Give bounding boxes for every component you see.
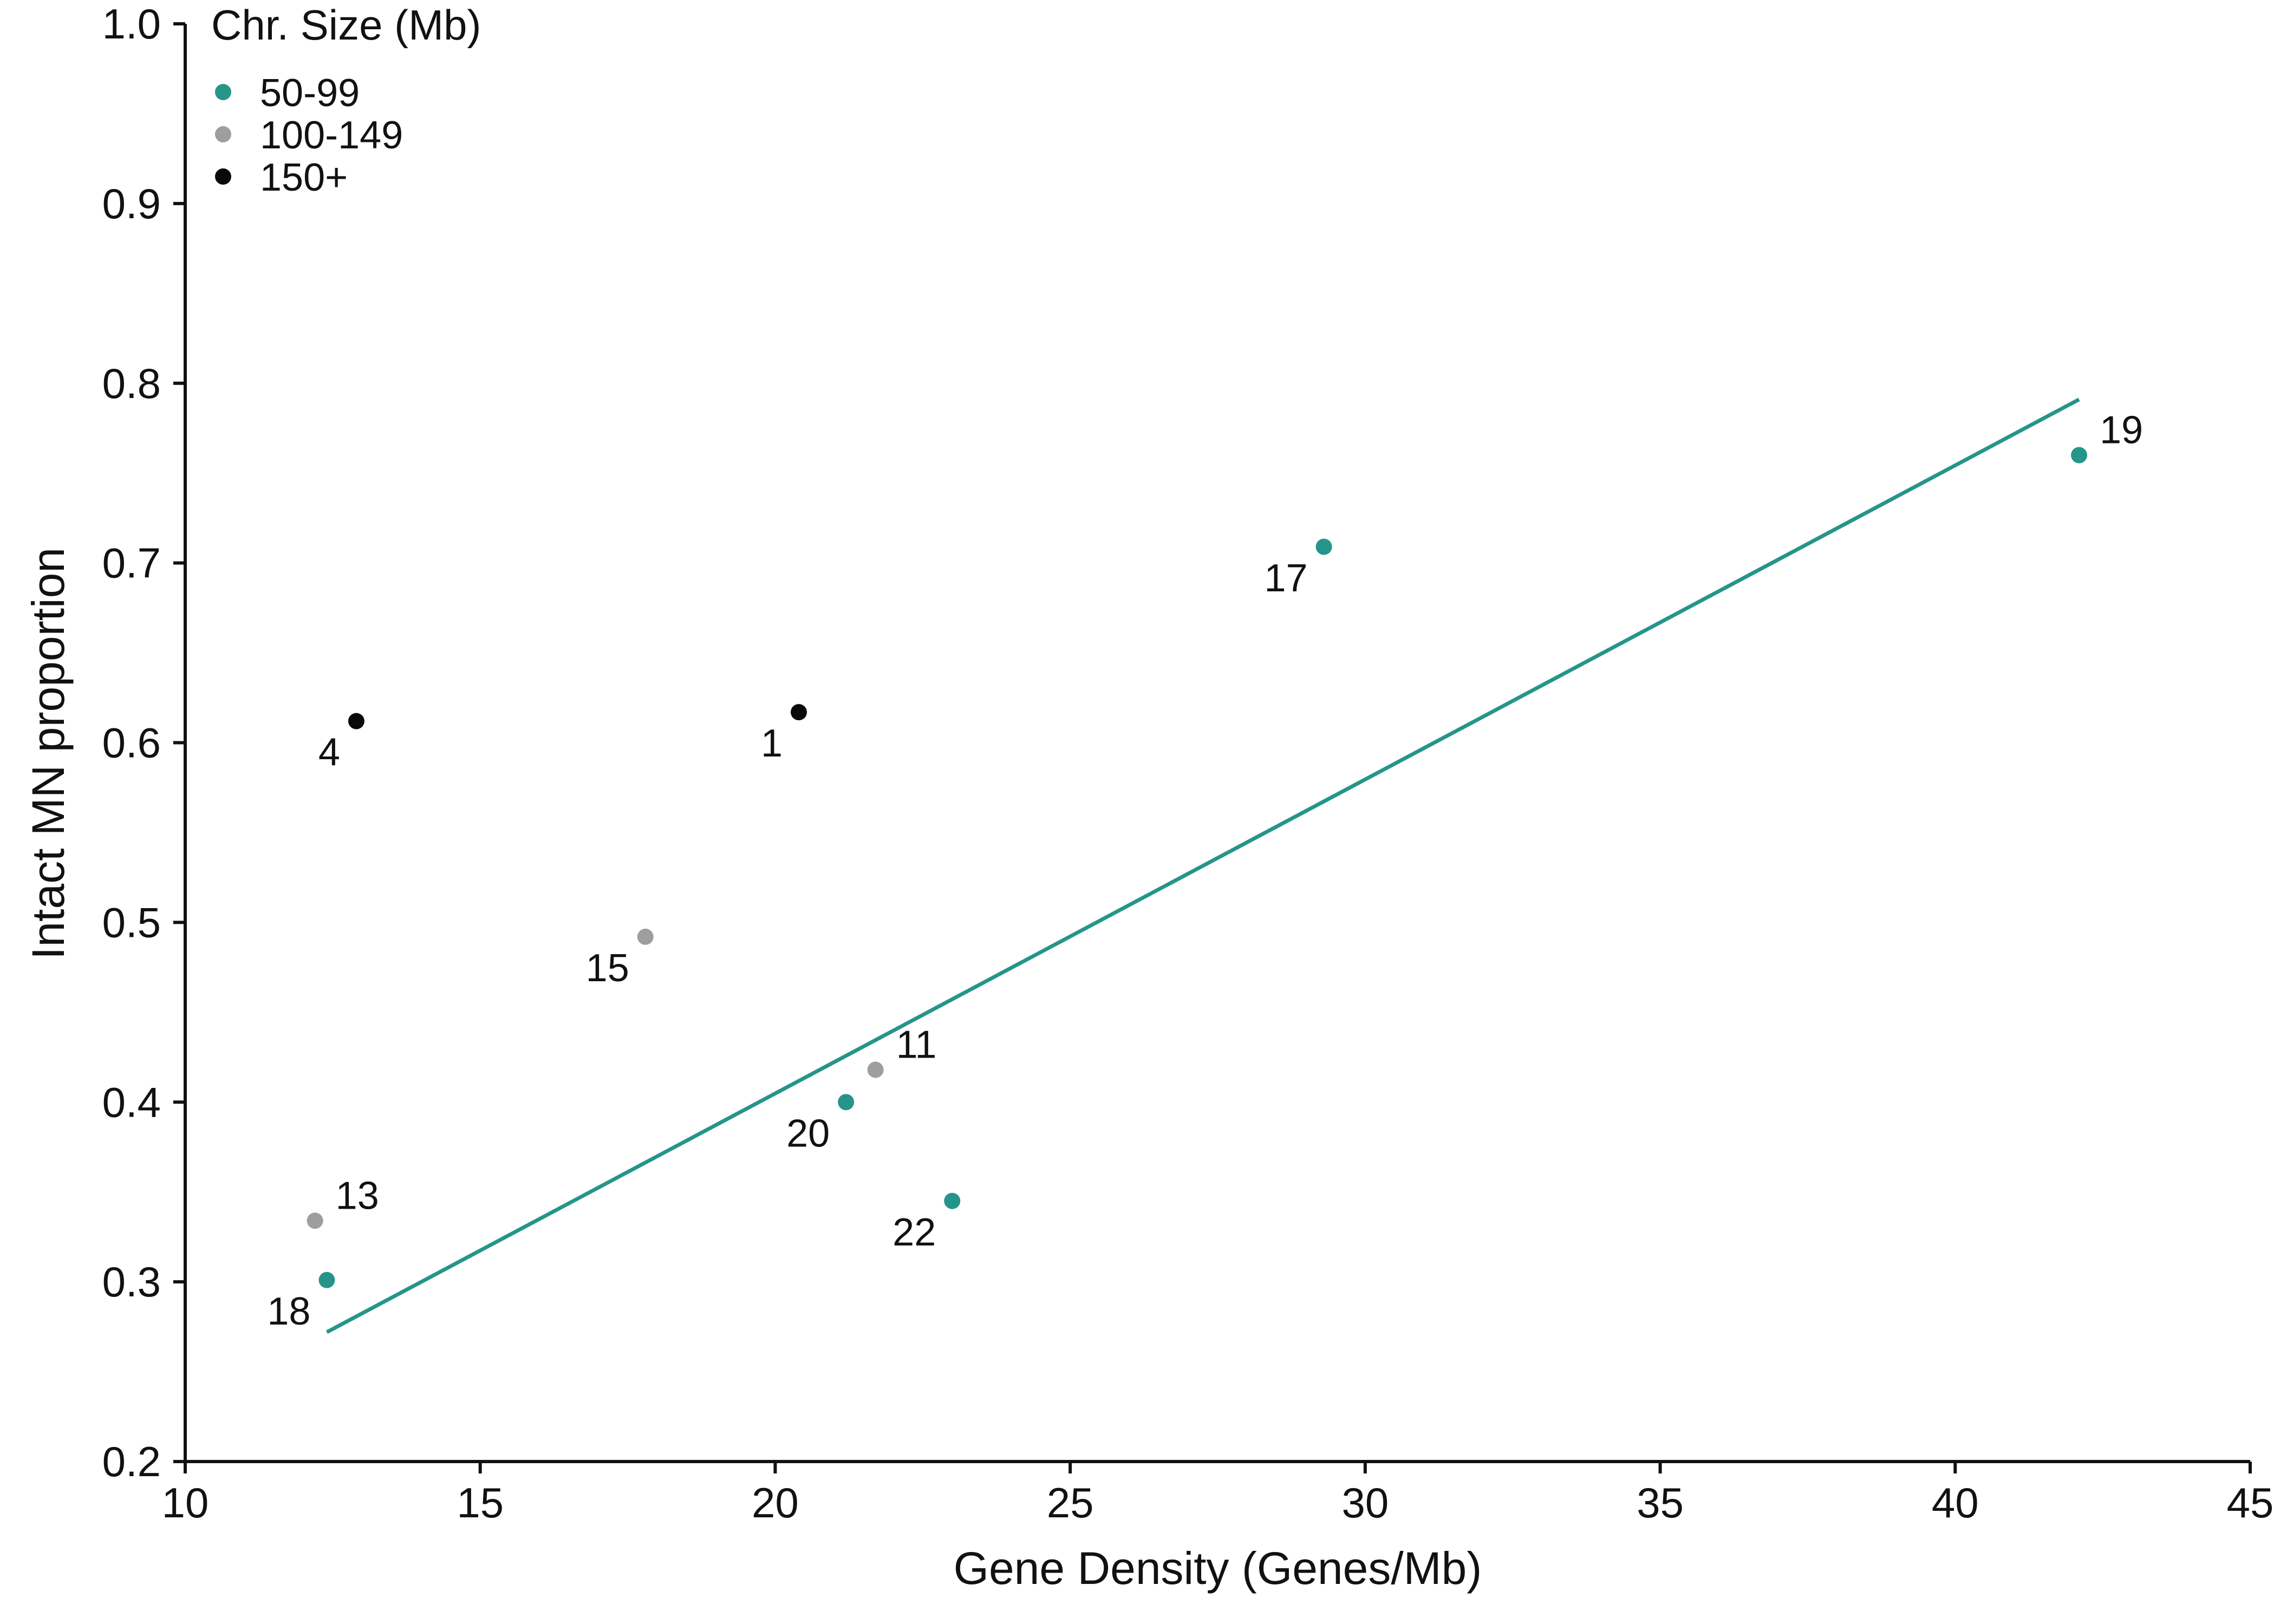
point-label: 20 xyxy=(786,1112,830,1155)
data-point xyxy=(348,713,364,729)
data-point xyxy=(867,1061,884,1078)
y-tick-label: 0.3 xyxy=(102,1258,161,1306)
legend-label: 150+ xyxy=(260,156,348,199)
data-point xyxy=(791,704,807,721)
x-axis-ticks: 10 15 20 25 30 35 40 45 xyxy=(162,1462,2274,1527)
x-tick-label: 20 xyxy=(752,1479,799,1527)
data-point xyxy=(838,1094,855,1111)
point-label: 1 xyxy=(761,722,783,765)
data-point xyxy=(2071,447,2088,464)
point-label: 15 xyxy=(586,947,629,990)
x-tick-label: 35 xyxy=(1637,1479,1684,1527)
x-axis-title: Gene Density (Genes/Mb) xyxy=(954,1543,1482,1594)
data-point xyxy=(307,1212,323,1229)
data-points: 1 4 11 13 15 17 18 19 20 22 xyxy=(267,409,2143,1333)
y-tick-label: 1.0 xyxy=(102,0,161,48)
y-tick-label: 0.7 xyxy=(102,539,161,587)
point-label: 18 xyxy=(267,1290,310,1333)
x-tick-label: 40 xyxy=(1932,1479,1979,1527)
legend-marker xyxy=(215,168,231,185)
y-tick-label: 0.4 xyxy=(102,1078,161,1126)
data-point xyxy=(637,928,654,945)
y-axis-title: Intact MN proportion xyxy=(23,547,74,960)
x-tick-label: 30 xyxy=(1341,1479,1389,1527)
point-label: 17 xyxy=(1265,557,1308,600)
point-label: 19 xyxy=(2100,409,2143,452)
trend-line-group xyxy=(325,397,2080,1334)
data-point xyxy=(318,1271,335,1288)
legend-label: 100-149 xyxy=(260,114,403,157)
data-point xyxy=(1315,538,1332,555)
point-label: 11 xyxy=(896,1023,937,1067)
y-tick-label: 0.2 xyxy=(102,1438,161,1485)
x-tick-label: 25 xyxy=(1047,1479,1094,1527)
point-label: 4 xyxy=(318,731,340,774)
y-tick-label: 0.5 xyxy=(102,898,161,946)
point-label: 22 xyxy=(892,1211,936,1254)
x-tick-label: 45 xyxy=(2227,1479,2274,1527)
y-tick-label: 0.8 xyxy=(102,360,161,407)
legend-marker xyxy=(215,126,231,142)
data-point xyxy=(944,1192,961,1209)
y-axis-ticks: 0.2 0.3 0.4 0.5 0.6 0.7 0.8 0.9 1.0 xyxy=(102,0,185,1485)
trend-line xyxy=(325,397,2080,1334)
legend-label: 50-99 xyxy=(260,71,360,115)
axes: 10 15 20 25 30 35 40 45 0.20.30.40.50.60.70.80.… xyxy=(102,0,2274,1527)
legend-marker xyxy=(215,84,231,100)
point-label: 13 xyxy=(336,1174,379,1217)
legend-title: Chr. Size (Mb) xyxy=(211,1,481,49)
x-tick-label: 15 xyxy=(457,1479,504,1527)
x-tick-label: 10 xyxy=(162,1479,209,1527)
y-tick-label: 0.9 xyxy=(102,180,161,227)
y-tick-label: 0.6 xyxy=(102,719,161,767)
